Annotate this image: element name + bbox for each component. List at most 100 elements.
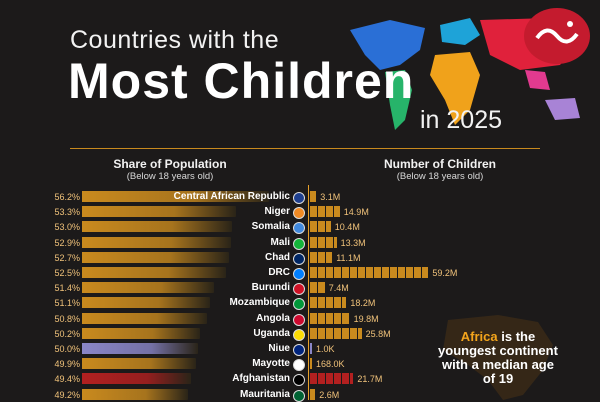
table-row: 52.9% Mali 13.3M (0, 236, 600, 250)
children-bar (310, 343, 312, 354)
country-label: Mali (270, 236, 290, 248)
flag-icon (293, 298, 305, 311)
left-column-subtitle: (Below 18 years old) (126, 171, 214, 182)
children-label: 59.2M (432, 268, 458, 278)
children-bar (310, 388, 316, 400)
flag-icon (293, 268, 305, 280)
share-bar (82, 343, 198, 354)
right-column-title: Number of Children (383, 157, 496, 171)
children-bar (310, 373, 354, 385)
children-label: 14.9M (343, 207, 369, 218)
share-label: 52.9% (54, 237, 80, 248)
table-row: 52.7% Chad 11.1M (0, 251, 600, 265)
share-bar (82, 282, 214, 294)
share-bar (82, 373, 191, 385)
table-row: 56.2% Central African Republic 3.1M (0, 190, 600, 204)
children-label: 19.8M (353, 313, 379, 324)
flag-icon (293, 313, 305, 326)
share-label: 52.5% (54, 268, 80, 278)
children-label: 1.0K (316, 344, 335, 354)
table-row: 50.0% Niue 1.0K (0, 342, 600, 356)
country-label: Niue (268, 343, 290, 354)
table-row: 49.4% Afghanistan 21.7M (0, 372, 600, 387)
flag-icon (293, 359, 305, 372)
country-label: Central African Republic (173, 191, 290, 202)
share-label: 50.2% (54, 328, 80, 339)
share-label: 51.1% (54, 298, 80, 309)
callout-highlight: Africa (460, 329, 498, 344)
share-bar (82, 206, 236, 218)
country-label: Somalia (251, 221, 290, 233)
share-bar (82, 312, 207, 324)
share-label: 50.8% (54, 313, 80, 324)
share-bar (82, 327, 200, 339)
country-label: Burundi (251, 282, 290, 294)
table-row: 51.1% Mozambique 18.2M (0, 296, 600, 311)
children-bar (310, 206, 340, 218)
share-bar (82, 297, 211, 309)
share-label: 49.4% (54, 374, 80, 385)
children-bar (310, 251, 333, 263)
table-row: 53.0% Somalia 10.4M (0, 220, 600, 235)
header-divider (70, 148, 540, 149)
share-label: 49.2% (54, 389, 80, 400)
share-label: 50.0% (54, 344, 80, 354)
title-line3: in 2025 (420, 106, 503, 134)
children-label: 3.1M (320, 192, 341, 202)
share-bar (82, 358, 197, 370)
share-label: 49.9% (54, 359, 80, 370)
children-bar (310, 236, 337, 248)
table-row: 50.2% Uganda 25.8M (0, 327, 600, 341)
country-label: Chad (265, 251, 290, 263)
share-label: 56.2% (54, 192, 80, 202)
country-label: Uganda (253, 327, 290, 339)
table-row: 49.9% Mayotte 168.0K (0, 357, 600, 372)
left-column-title: Share of Population (113, 157, 227, 171)
children-label: 2.6M (319, 389, 340, 400)
children-bar (310, 191, 317, 202)
callout-text: is the youngest continent with a median … (438, 329, 558, 386)
right-column-subtitle: (Below 18 years old) (396, 171, 484, 182)
share-bar (82, 251, 229, 263)
share-label: 52.7% (54, 252, 80, 263)
share-bar (82, 236, 232, 248)
share-bar (82, 221, 233, 233)
publisher-logo (524, 8, 590, 64)
share-bar (82, 267, 227, 278)
flag-icon (293, 252, 305, 265)
header: Countries with the Most Children in 2025 (0, 0, 600, 150)
flag-icon (293, 207, 305, 220)
children-label: 25.8M (365, 328, 391, 339)
flag-icon (293, 344, 305, 356)
children-bar (310, 221, 331, 233)
children-bar (310, 358, 312, 370)
children-label: 21.7M (357, 374, 383, 385)
share-label: 53.3% (54, 207, 80, 218)
share-label: 51.4% (54, 283, 80, 294)
country-label: Angola (256, 312, 290, 324)
flag-icon (293, 374, 305, 387)
country-label: Mauritania (239, 388, 290, 400)
flag-icon (293, 192, 305, 204)
share-bar (82, 191, 270, 202)
country-label: Niger (264, 206, 290, 218)
children-label: 11.1M (336, 252, 361, 263)
children-bar (310, 267, 429, 278)
africa-callout: Africa is the youngest continent with a … (438, 330, 558, 386)
title-main: Most Children (68, 53, 415, 109)
country-label: DRC (268, 267, 290, 278)
flag-icon (293, 237, 305, 250)
table-row: 53.3% Niger 14.9M (0, 205, 600, 220)
country-label: Mayotte (252, 358, 290, 370)
africa-silhouette (443, 315, 553, 400)
table-row: 51.4% Burundi 7.4M (0, 281, 600, 296)
share-bar (82, 388, 189, 400)
share-label: 53.0% (54, 222, 80, 233)
children-label: 10.4M (334, 222, 360, 233)
children-bar (310, 312, 350, 324)
axis-line (308, 185, 309, 400)
children-bar (310, 282, 325, 294)
country-label: Mozambique (229, 297, 290, 309)
table-row: 52.5% DRC 59.2M (0, 266, 600, 280)
children-label: 168.0K (316, 359, 345, 370)
